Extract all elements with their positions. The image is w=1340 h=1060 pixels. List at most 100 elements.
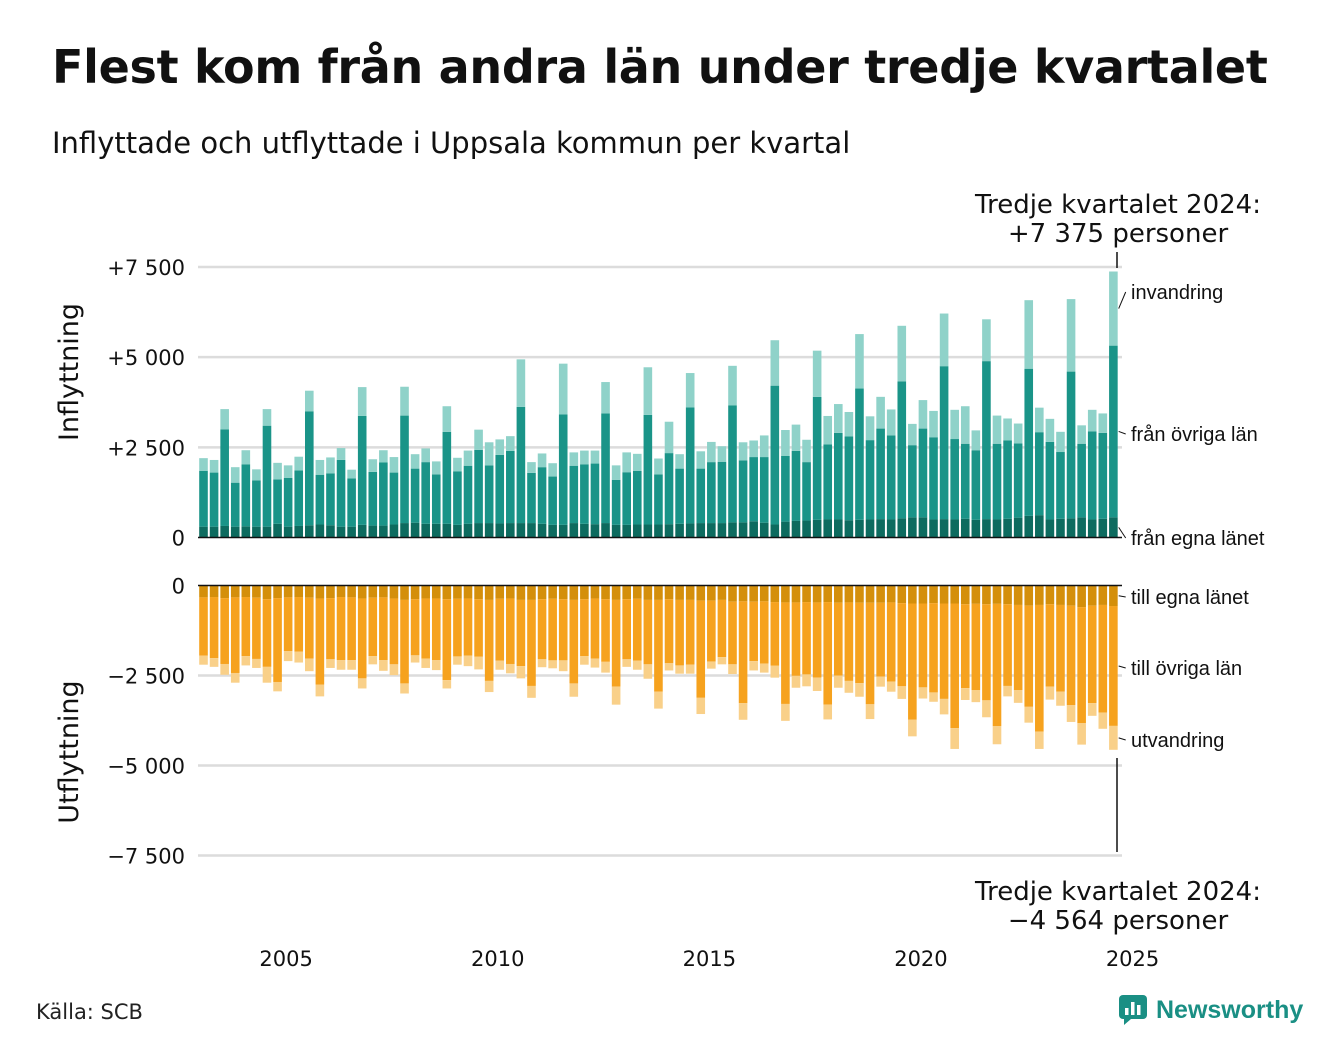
bar-segment — [1056, 431, 1065, 453]
bar-segment — [950, 585, 959, 604]
bar-segment — [855, 334, 864, 389]
bar-segment — [855, 388, 864, 520]
bar-segment — [1024, 585, 1034, 606]
bar-segment — [315, 459, 325, 475]
bar-segment — [569, 452, 579, 466]
bar-segment — [442, 431, 452, 524]
bar-segment — [484, 465, 494, 524]
bar-segment — [611, 479, 621, 525]
bar-segment — [484, 585, 494, 600]
bar-segment — [209, 597, 219, 659]
bar-segment — [209, 526, 219, 538]
bar-segment — [1003, 518, 1012, 538]
bar-segment — [347, 585, 356, 598]
bar-segment — [1003, 440, 1012, 519]
source-note: Källa: SCB — [36, 1000, 143, 1024]
bar-segment — [876, 585, 885, 603]
bar-segment — [431, 461, 441, 475]
bar-segment — [558, 660, 568, 672]
bar-segment — [749, 521, 758, 538]
bar-segment — [590, 585, 600, 599]
bar-segment — [1077, 723, 1086, 745]
bar-segment — [886, 435, 896, 520]
x-tick-label: 2010 — [471, 947, 524, 971]
bar-segment — [537, 523, 547, 538]
bar-segment — [262, 599, 272, 667]
bar-segment — [707, 441, 716, 463]
bar-segment — [770, 385, 780, 525]
bar-segment — [643, 524, 653, 538]
bar-segment — [611, 585, 621, 600]
bar-segment — [950, 439, 959, 520]
bar-segment — [1013, 443, 1023, 518]
bar-segment — [379, 660, 388, 671]
bar-segment — [474, 449, 483, 524]
bar-segment — [590, 524, 600, 538]
bar-segment — [326, 473, 335, 526]
bar-segment — [548, 660, 557, 669]
bar-segment — [1056, 691, 1065, 706]
bar-segment — [601, 599, 610, 662]
bar-segment — [1013, 517, 1023, 538]
bar-segment — [685, 599, 695, 665]
bar-segment — [1087, 431, 1097, 520]
bar-segment — [336, 459, 346, 527]
bar-segment — [939, 603, 949, 699]
bar-segment — [886, 585, 896, 603]
bar-segment — [410, 599, 420, 656]
bar-segment — [834, 519, 843, 538]
bar-segment — [992, 726, 1002, 745]
bar-segment — [379, 597, 388, 661]
bar-segment — [675, 599, 684, 666]
bar-segment — [876, 519, 885, 538]
bar-segment — [537, 599, 547, 660]
bar-segment — [1045, 604, 1055, 687]
chart-title: Flest kom från andra län under tredje kv… — [52, 40, 1268, 94]
bar-segment — [982, 700, 991, 718]
bar-segment — [294, 525, 304, 538]
bar-segment — [696, 600, 706, 698]
bar-segment — [516, 406, 526, 524]
bar-segment — [305, 525, 314, 538]
bar-segment — [601, 661, 610, 673]
bar-segment — [516, 523, 526, 538]
bar-segment — [992, 585, 1002, 604]
bar-segment — [728, 522, 737, 538]
bar-segment — [1024, 300, 1034, 369]
bar-segment — [770, 524, 780, 538]
bar-segment — [791, 602, 801, 676]
bar-segment — [305, 585, 314, 598]
bar-segment — [1066, 605, 1076, 706]
bar-segment — [220, 429, 229, 526]
bar-segment — [474, 429, 483, 450]
bar-segment — [410, 655, 420, 663]
bar-segment — [696, 585, 706, 601]
bar-segment — [463, 465, 473, 524]
bar-segment — [389, 598, 399, 665]
bar-segment — [1013, 423, 1023, 444]
bar-segment — [421, 523, 430, 538]
bar-segment — [474, 523, 483, 538]
bar-segment — [929, 519, 938, 538]
bar-segment — [802, 674, 811, 687]
bar-segment — [495, 439, 505, 455]
bar-segment — [199, 597, 208, 656]
legend-leader — [1118, 737, 1126, 741]
bar-segment — [1098, 413, 1108, 433]
bar-segment — [400, 415, 409, 524]
bar-segment — [908, 603, 917, 720]
bar-segment — [685, 664, 695, 674]
bar-segment — [738, 522, 748, 538]
bar-segment — [781, 602, 790, 704]
bar-segment — [886, 681, 896, 692]
bar-segment — [230, 585, 240, 598]
bar-segment — [580, 523, 589, 538]
bar-segment — [336, 597, 346, 661]
bar-segment — [326, 585, 335, 599]
y-tick-label: −2 500 — [107, 665, 185, 689]
bar-segment — [939, 366, 949, 520]
bar-segment — [294, 470, 304, 526]
bar-segment — [791, 424, 801, 451]
legend-label: från övriga län — [1131, 424, 1258, 446]
bar-segment — [992, 443, 1002, 520]
